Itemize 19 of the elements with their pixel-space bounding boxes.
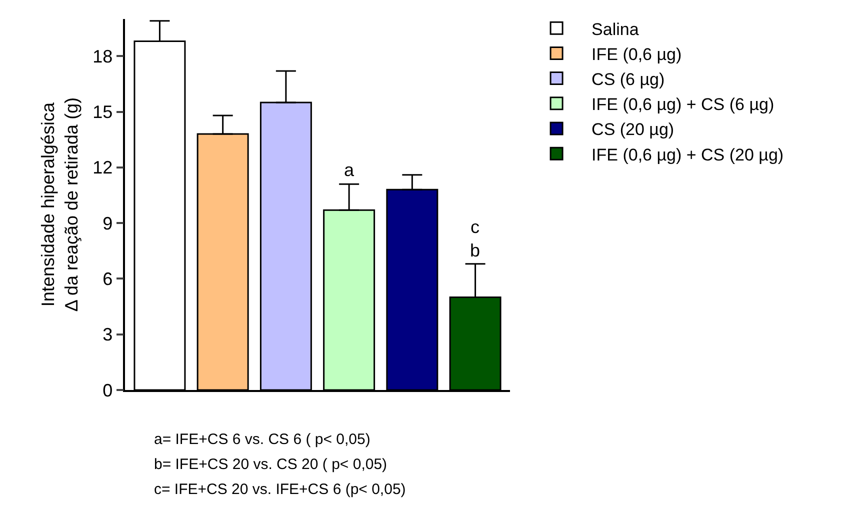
y-tick-label: 18 — [92, 46, 113, 66]
legend-label: IFE (0,6 µg) + CS (20 µg) — [592, 145, 784, 164]
legend-label: IFE (0,6 µg) — [592, 44, 682, 64]
legend-label: CS (20 µg) — [592, 120, 674, 140]
y-tick-label: 6 — [102, 269, 113, 289]
text: b= IFE+CS 20 vs. CS 20 ( p< 0,05) — [154, 456, 388, 473]
legend-label: CS (6 µg) — [592, 70, 665, 89]
y-tick-label: 3 — [102, 324, 113, 345]
data-label: c b — [470, 217, 480, 260]
data-label: a — [344, 160, 355, 180]
legend-label: IFE (0,6 µg) + CS (6 µg) — [592, 95, 774, 114]
legend-label: Salina — [592, 20, 640, 39]
y-axis-title: Intensidade hiperalgésica Δ da reação de retirada (g) — [38, 97, 82, 312]
y-tick-label: 9 — [102, 213, 113, 234]
y-tick-label: 15 — [92, 102, 113, 122]
text: a= IFE+CS 6 vs. CS 6 ( p< 0,05) — [154, 431, 370, 448]
text: c= IFE+CS 20 vs. IFE+CS 6 (p< 0,05) — [154, 481, 406, 498]
y-tick-label: 0 — [102, 380, 113, 400]
y-tick-label: 12 — [92, 158, 113, 178]
